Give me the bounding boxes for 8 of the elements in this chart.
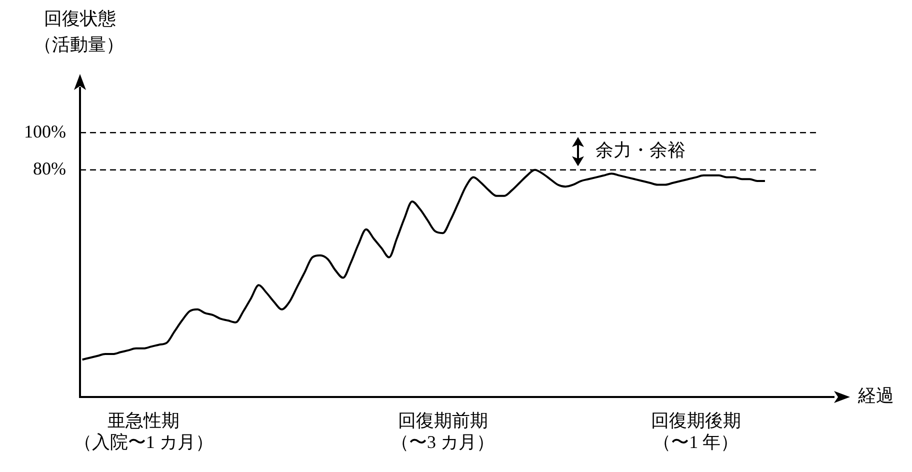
annotation: 余力・余裕: [596, 140, 686, 160]
y-axis-title: 回復状態（活動量）: [34, 8, 124, 55]
x-axis-title: 経過: [857, 386, 894, 406]
x-tick-label: 回復期後期（〜1 年）: [650, 410, 741, 452]
y-tick-label: 80%: [32, 158, 66, 179]
x-tick-label: 回復期前期（〜3 カ月）: [391, 410, 495, 452]
y-tick-label: 100%: [24, 121, 66, 142]
x-tick-label: 亜急性期（入院〜1 カ月）: [74, 410, 214, 452]
